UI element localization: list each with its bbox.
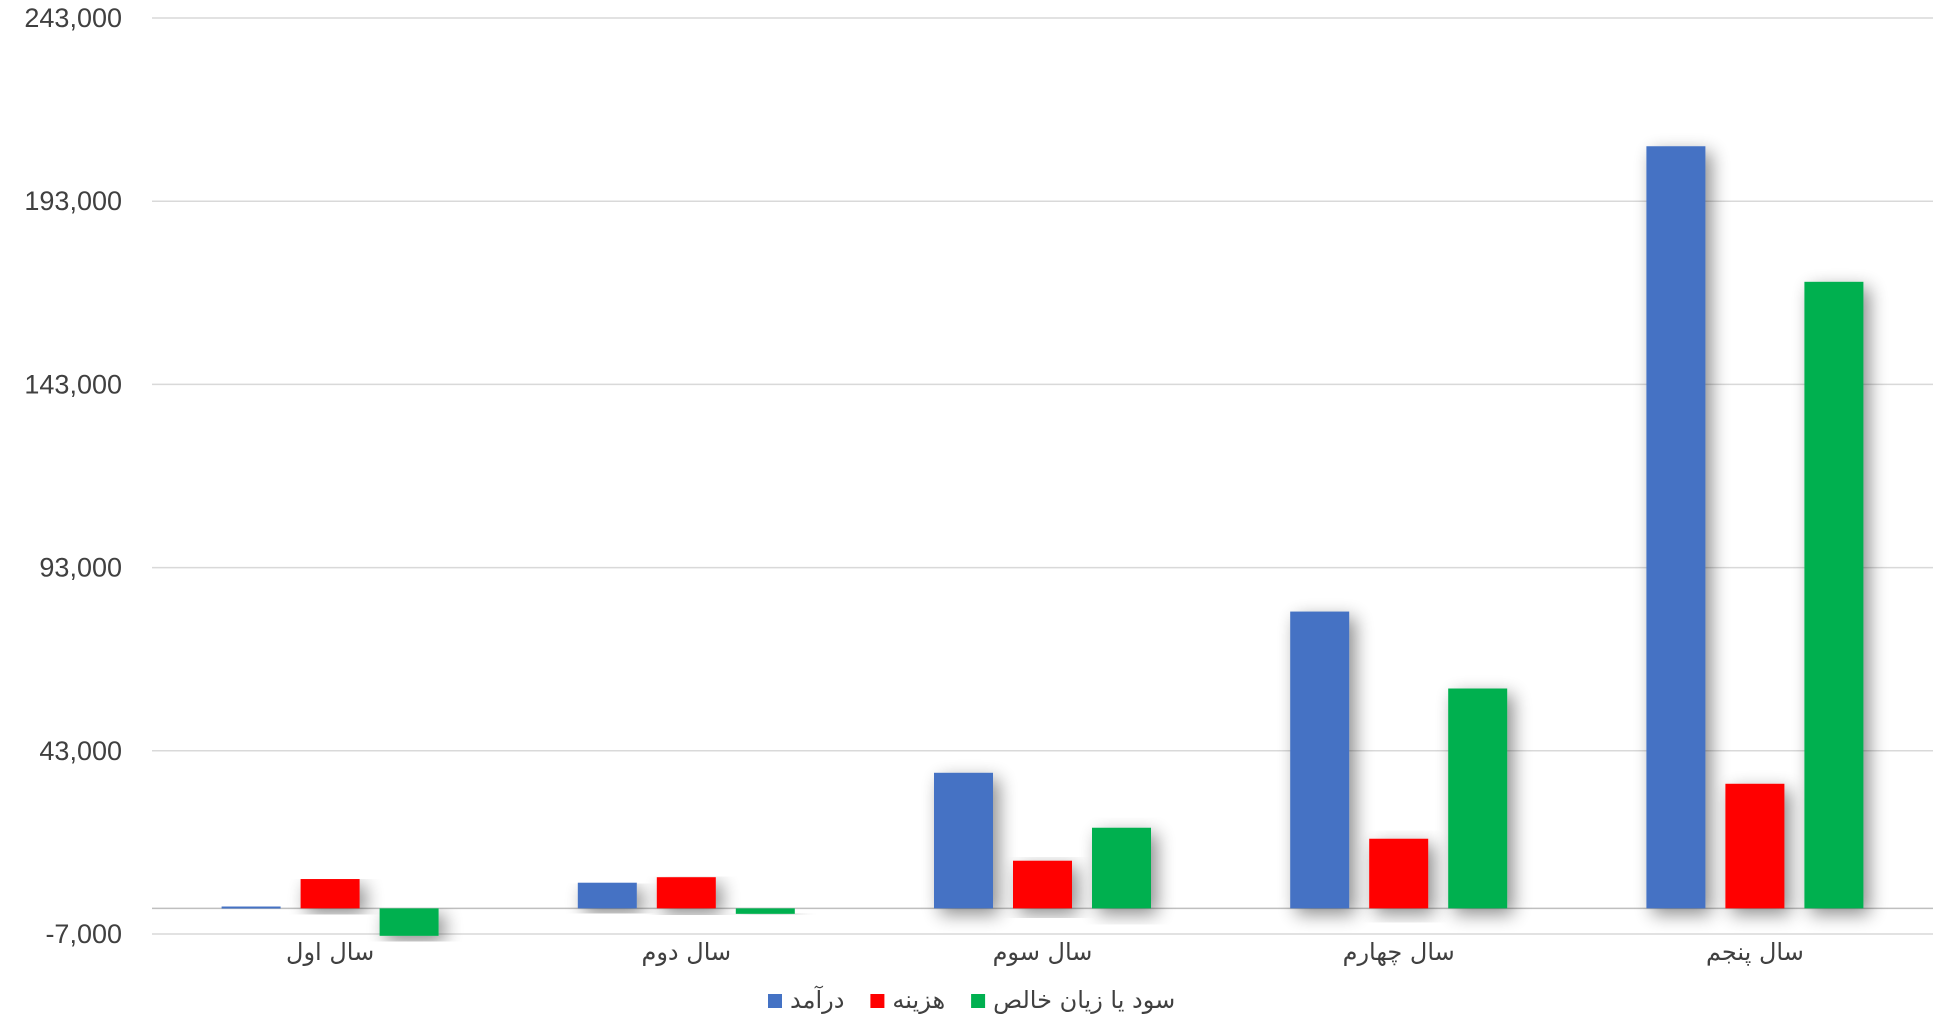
category-label: سال چهارم — [1343, 938, 1455, 966]
legend-label: سود یا زیان خالص — [993, 986, 1175, 1014]
y-axis-tick-labels: 243,000 193,000 143,000 93,000 43,000 -7,000 — [24, 3, 122, 949]
y-tick-label: 193,000 — [24, 186, 122, 216]
category-label: سال اول — [286, 938, 374, 966]
bar — [1725, 783, 1785, 909]
legend-swatch — [971, 994, 986, 1008]
y-tick-label: 93,000 — [39, 553, 122, 583]
bar — [379, 908, 439, 936]
bar — [1290, 611, 1350, 909]
y-tick-label: -7,000 — [45, 919, 122, 949]
category-label: سال سوم — [993, 938, 1093, 966]
legend-swatch — [768, 994, 782, 1008]
bar — [735, 908, 795, 914]
bar — [300, 879, 360, 909]
legend[interactable]: درآمد هزینه سود یا زیان خالص — [768, 985, 1175, 1014]
bar — [934, 772, 993, 909]
legend-label: هزینه — [892, 986, 945, 1014]
legend-label: درآمد — [790, 985, 844, 1014]
bar — [1013, 860, 1072, 909]
y-tick-label: 143,000 — [24, 369, 122, 399]
y-tick-label: 243,000 — [24, 3, 122, 33]
gridlines — [152, 17, 1933, 935]
bar — [1092, 827, 1151, 909]
bar — [1369, 838, 1429, 909]
bar — [1646, 146, 1706, 909]
category-label: سال دوم — [641, 938, 731, 966]
y-tick-label: 43,000 — [39, 736, 122, 766]
category-label: سال پنجم — [1706, 938, 1804, 966]
bar — [656, 877, 716, 909]
x-axis-category-labels: سال اول سال دوم سال سوم سال چهارم سال پنجم — [286, 938, 1804, 966]
bar — [221, 906, 281, 909]
legend-swatch — [870, 994, 885, 1008]
bar — [1804, 281, 1864, 909]
bar — [577, 882, 637, 909]
bars — [221, 146, 1864, 936]
bar — [1448, 688, 1508, 909]
